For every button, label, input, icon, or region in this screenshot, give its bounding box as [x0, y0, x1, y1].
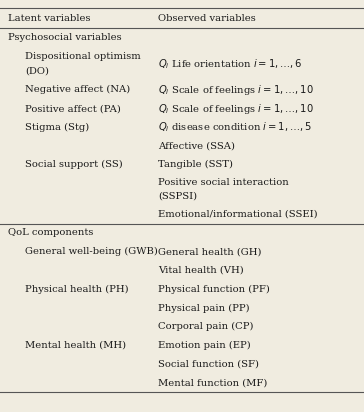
Text: (SSPSI): (SSPSI)	[158, 192, 197, 201]
Text: Stigma (Stg): Stigma (Stg)	[25, 123, 89, 132]
Text: Social support (SS): Social support (SS)	[25, 160, 123, 169]
Text: Mental function (MF): Mental function (MF)	[158, 379, 268, 388]
Text: (DO): (DO)	[25, 66, 49, 75]
Text: General well-being (GWB): General well-being (GWB)	[25, 247, 158, 256]
Text: Affective (SSA): Affective (SSA)	[158, 142, 236, 151]
Text: Physical pain (PP): Physical pain (PP)	[158, 303, 250, 313]
Text: Dispositional optimism: Dispositional optimism	[25, 52, 141, 61]
Text: $Q_i$ disease condition $i = 1, \ldots, 5$: $Q_i$ disease condition $i = 1, \ldots, …	[158, 121, 312, 134]
Text: General health (GH): General health (GH)	[158, 247, 262, 256]
Text: Emotion pain (EP): Emotion pain (EP)	[158, 341, 251, 350]
Text: $Q_i$ Life orientation $i = 1, \ldots, 6$: $Q_i$ Life orientation $i = 1, \ldots, 6…	[158, 57, 303, 71]
Text: Positive affect (PA): Positive affect (PA)	[25, 104, 121, 113]
Text: $Q_i$ Scale of feelings $i = 1, \ldots, 10$: $Q_i$ Scale of feelings $i = 1, \ldots, …	[158, 102, 314, 116]
Text: Positive social interaction: Positive social interaction	[158, 178, 289, 187]
Text: Latent variables: Latent variables	[8, 14, 91, 23]
Text: Vital health (VH): Vital health (VH)	[158, 266, 244, 275]
Text: Negative affect (NA): Negative affect (NA)	[25, 85, 130, 94]
Text: Mental health (MH): Mental health (MH)	[25, 341, 126, 350]
Text: Corporal pain (CP): Corporal pain (CP)	[158, 322, 254, 331]
Text: Emotional/informational (SSEI): Emotional/informational (SSEI)	[158, 210, 318, 219]
Text: Tangible (SST): Tangible (SST)	[158, 160, 233, 169]
Text: $Q_i$ Scale of feelings $i = 1, \ldots, 10$: $Q_i$ Scale of feelings $i = 1, \ldots, …	[158, 83, 314, 97]
Text: Psychosocial variables: Psychosocial variables	[8, 33, 122, 42]
Text: Physical health (PH): Physical health (PH)	[25, 285, 128, 294]
Text: Observed variables: Observed variables	[158, 14, 256, 23]
Text: Social function (SF): Social function (SF)	[158, 360, 259, 369]
Text: Physical function (PF): Physical function (PF)	[158, 285, 270, 294]
Text: QoL components: QoL components	[8, 229, 94, 237]
